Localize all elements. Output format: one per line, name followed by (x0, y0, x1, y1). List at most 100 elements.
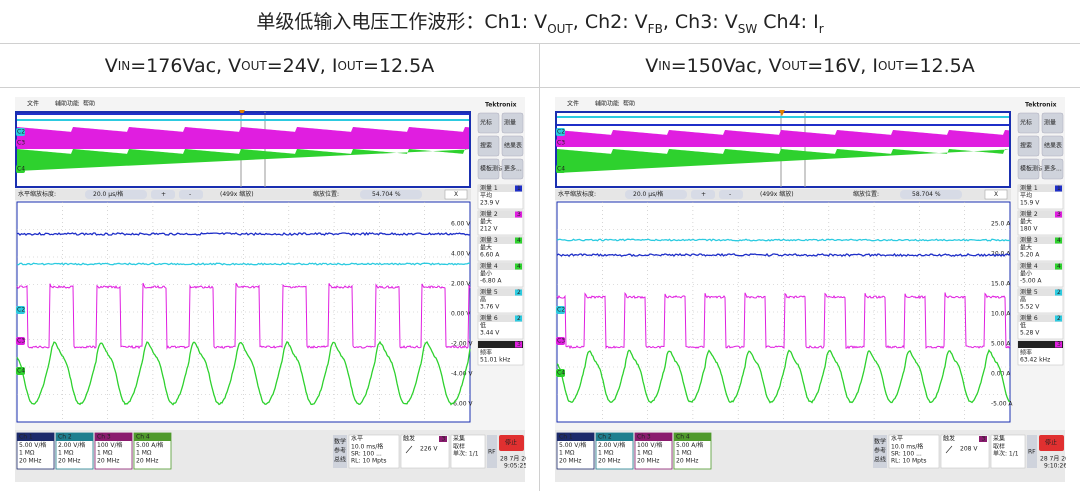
measure-head (478, 341, 523, 348)
stop-button[interactable] (1039, 435, 1064, 451)
measure-head (1018, 289, 1063, 296)
label: -5.00 A (991, 401, 1013, 408)
side-button[interactable] (477, 112, 500, 134)
title: 单级低输入电压工作波形：Ch1: VOUT, Ch2: VFB, Ch3: VS… (256, 7, 823, 36)
label: 20.0 μs/格 (633, 190, 663, 198)
channel-marker (556, 165, 565, 173)
heading-part: =12.5A (363, 54, 435, 77)
label: 1 MΩ (559, 450, 575, 457)
label: 高 (1020, 296, 1026, 304)
side-button[interactable] (1017, 112, 1040, 134)
rf-button[interactable] (1027, 435, 1037, 468)
math-button[interactable] (333, 435, 347, 468)
measure-ch (1055, 263, 1062, 270)
channel-marker (16, 337, 25, 345)
label: 取样 (453, 443, 465, 451)
label: C3 (17, 140, 25, 147)
label: 20.0 μs/格 (93, 190, 123, 198)
label: 辅助功能 (55, 100, 79, 108)
math-button[interactable] (873, 435, 887, 468)
channel-head (635, 433, 672, 441)
side-button[interactable] (501, 112, 524, 134)
label: 结果表 (1044, 142, 1062, 150)
label: 测量 3 (480, 236, 498, 244)
label: 10.0 ms/格 (351, 443, 383, 451)
heading-part: =24V, I (266, 54, 338, 77)
label: 2 (1057, 315, 1061, 322)
label: 帮助 (623, 100, 635, 108)
label: 搜索 (480, 142, 492, 150)
trigger-ch (979, 436, 987, 442)
label: C4 (557, 370, 565, 377)
label: 频率 (1020, 349, 1032, 357)
label: 更多... (1044, 165, 1062, 173)
label: 水平缩放标度: (558, 190, 596, 198)
oscilloscope-screen: 文件 辅助功能 帮助 Tektronix C2 C3 C4 水平缩放标度: 20.0 μs/格 +… (15, 97, 526, 482)
label: 参考 (874, 447, 886, 455)
label: 最大 (480, 244, 492, 252)
label: 9:10:26 (1044, 463, 1066, 470)
trigger-slope (945, 445, 953, 454)
label: 水平 (891, 435, 903, 443)
wave-ch4 (16, 340, 471, 406)
label: SR: 100 ... (351, 451, 382, 458)
label: C2 (557, 307, 565, 314)
side-button[interactable] (1041, 112, 1064, 134)
label: 5.20 A (1020, 252, 1040, 259)
heading-part: =176Vac, V (130, 54, 242, 77)
label: 20 MHz (676, 458, 698, 465)
label: Tektronix (1025, 102, 1057, 109)
label: 取样 (993, 443, 1005, 451)
trigger-marker (779, 110, 785, 116)
label: SR: 100 ... (891, 451, 922, 458)
side-button[interactable] (501, 158, 524, 180)
title-part: , Ch2: V (572, 11, 648, 34)
label: 采集 (993, 435, 1005, 443)
measure-ch (515, 237, 522, 244)
label: 4 (517, 237, 521, 244)
label: 3 (1057, 341, 1061, 348)
label: 20 MHz (58, 458, 80, 465)
measure-head (1018, 185, 1063, 192)
heading-part: OUT (337, 58, 364, 73)
label: 2.00 V (451, 281, 471, 288)
label: 20.0 A (991, 251, 1011, 258)
side-button[interactable] (1041, 135, 1064, 157)
label: 4 (1057, 263, 1061, 270)
label: 5.00 A/格 (676, 441, 703, 449)
heading-part: V (645, 54, 659, 77)
zoom-field (900, 190, 962, 199)
wave-ch3 (16, 282, 471, 350)
label: 51.01 kHz (480, 357, 510, 364)
wave-ch1 (16, 231, 471, 237)
label: 停止 (505, 439, 517, 447)
label: Ch 3 (637, 434, 651, 441)
channel-head (596, 433, 633, 441)
side-button[interactable] (477, 158, 500, 180)
side-button[interactable] (1017, 135, 1040, 157)
label: 搜索 (1020, 142, 1032, 150)
side-button[interactable] (501, 135, 524, 157)
label: 63.42 kHz (1020, 357, 1050, 364)
measure-ch (515, 341, 522, 348)
label: 测量 1 (480, 184, 498, 192)
label: 平均 (1020, 192, 1032, 200)
side-button[interactable] (1041, 158, 1064, 180)
label: 模板测试 (1020, 165, 1044, 173)
wave-ch2 (16, 262, 471, 266)
label: 测量 1 (1020, 184, 1038, 192)
label: 180 V (1020, 226, 1038, 233)
side-button[interactable] (1017, 158, 1040, 180)
label: 测量 2 (480, 210, 498, 218)
label: 226 V (420, 446, 438, 453)
label: 10.0 ms/格 (891, 443, 923, 451)
label: C2 (17, 129, 25, 136)
zoom-button (719, 190, 743, 199)
label: 最小 (1020, 270, 1032, 278)
rf-button[interactable] (487, 435, 497, 468)
label: 更多... (504, 165, 522, 173)
stop-button[interactable] (499, 435, 524, 451)
side-button[interactable] (477, 135, 500, 157)
measure-head (1018, 211, 1063, 218)
